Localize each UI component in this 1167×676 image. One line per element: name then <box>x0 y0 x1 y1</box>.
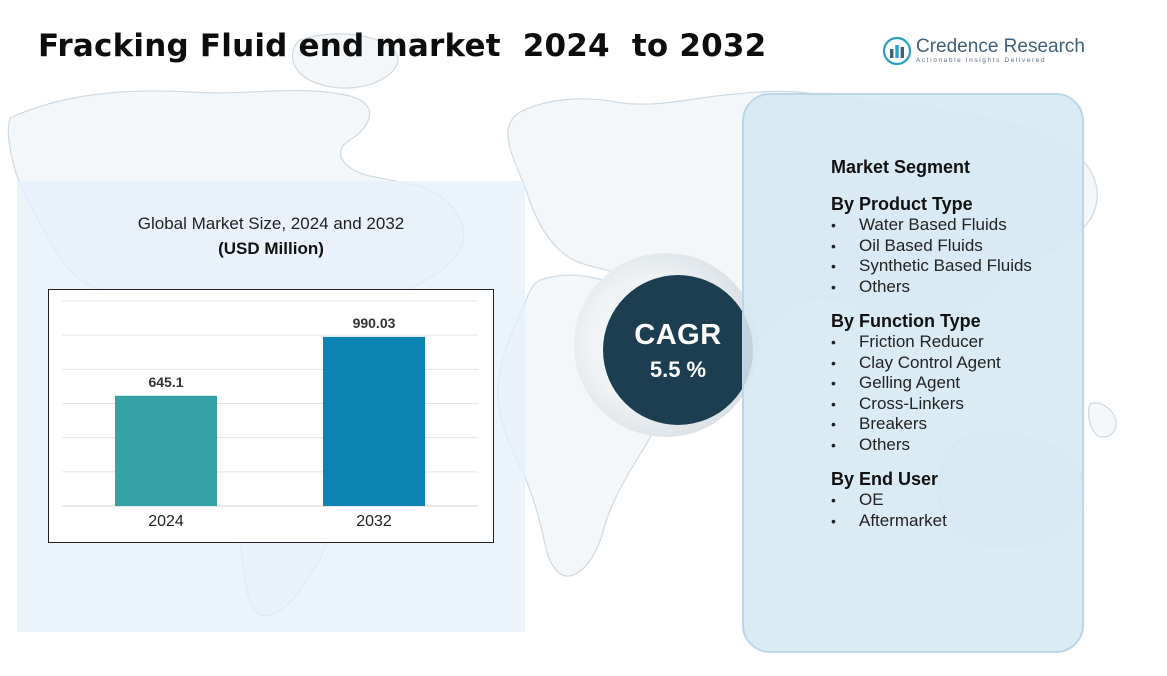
bar-value-label-2032: 990.03 <box>353 315 396 331</box>
chart-panel: Global Market Size, 2024 and 2032 (USD M… <box>17 181 525 632</box>
bar-chart: 645.1 990.03 2024 2032 <box>48 289 494 543</box>
segment-item: OE <box>831 490 1032 511</box>
x-tick-label-2024: 2024 <box>148 513 184 530</box>
bar-2032 <box>323 336 425 506</box>
x-tick-label-2032: 2032 <box>356 513 392 530</box>
segment-group-product-type: By Product Type Water Based Fluids Oil B… <box>831 193 1032 297</box>
segment-heading: Market Segment <box>831 157 971 177</box>
segment-item: Water Based Fluids <box>831 215 1032 236</box>
segment-item: Cross-Linkers <box>831 394 1032 415</box>
bar-2024 <box>115 395 217 506</box>
segment-item: Synthetic Based Fluids <box>831 256 1032 277</box>
segment-item: Oil Based Fluids <box>831 236 1032 257</box>
chart-title: Global Market Size, 2024 and 2032 <box>137 214 405 233</box>
logo-tagline: Actionable Insights Delivered <box>916 57 1047 64</box>
segment-item: Aftermarket <box>831 511 1032 532</box>
bar-chart-globe-icon <box>882 36 912 66</box>
segment-group-function-type: By Function Type Friction Reducer Clay C… <box>831 310 1032 455</box>
logo-name: Credence Research <box>916 36 1085 57</box>
segment-group-end-user: By End User OE Aftermarket <box>831 468 1032 531</box>
page-title: Fracking Fluid end market 2024 to 2032 <box>38 28 767 64</box>
segment-item: Others <box>831 277 1032 298</box>
cagr-badge: CAGR 5.5 % <box>603 275 753 425</box>
cagr-label: CAGR <box>634 319 722 351</box>
market-segment-panel: Market Segment By Product Type Water Bas… <box>742 93 1084 653</box>
segment-item: Gelling Agent <box>831 373 1032 394</box>
segment-group-title: By Product Type <box>831 194 973 214</box>
segment-item: Friction Reducer <box>831 332 1032 353</box>
chart-unit: (USD Million) <box>218 239 324 258</box>
segment-item: Others <box>831 435 1032 456</box>
segment-group-title: By End User <box>831 469 939 489</box>
cagr-value: 5.5 % <box>649 357 707 382</box>
segment-item: Clay Control Agent <box>831 353 1032 374</box>
segment-item: Breakers <box>831 414 1032 435</box>
company-logo: Credence Research Actionable Insights De… <box>882 36 1085 72</box>
segment-group-title: By Function Type <box>831 311 981 331</box>
bar-value-label-2024: 645.1 <box>148 374 183 390</box>
